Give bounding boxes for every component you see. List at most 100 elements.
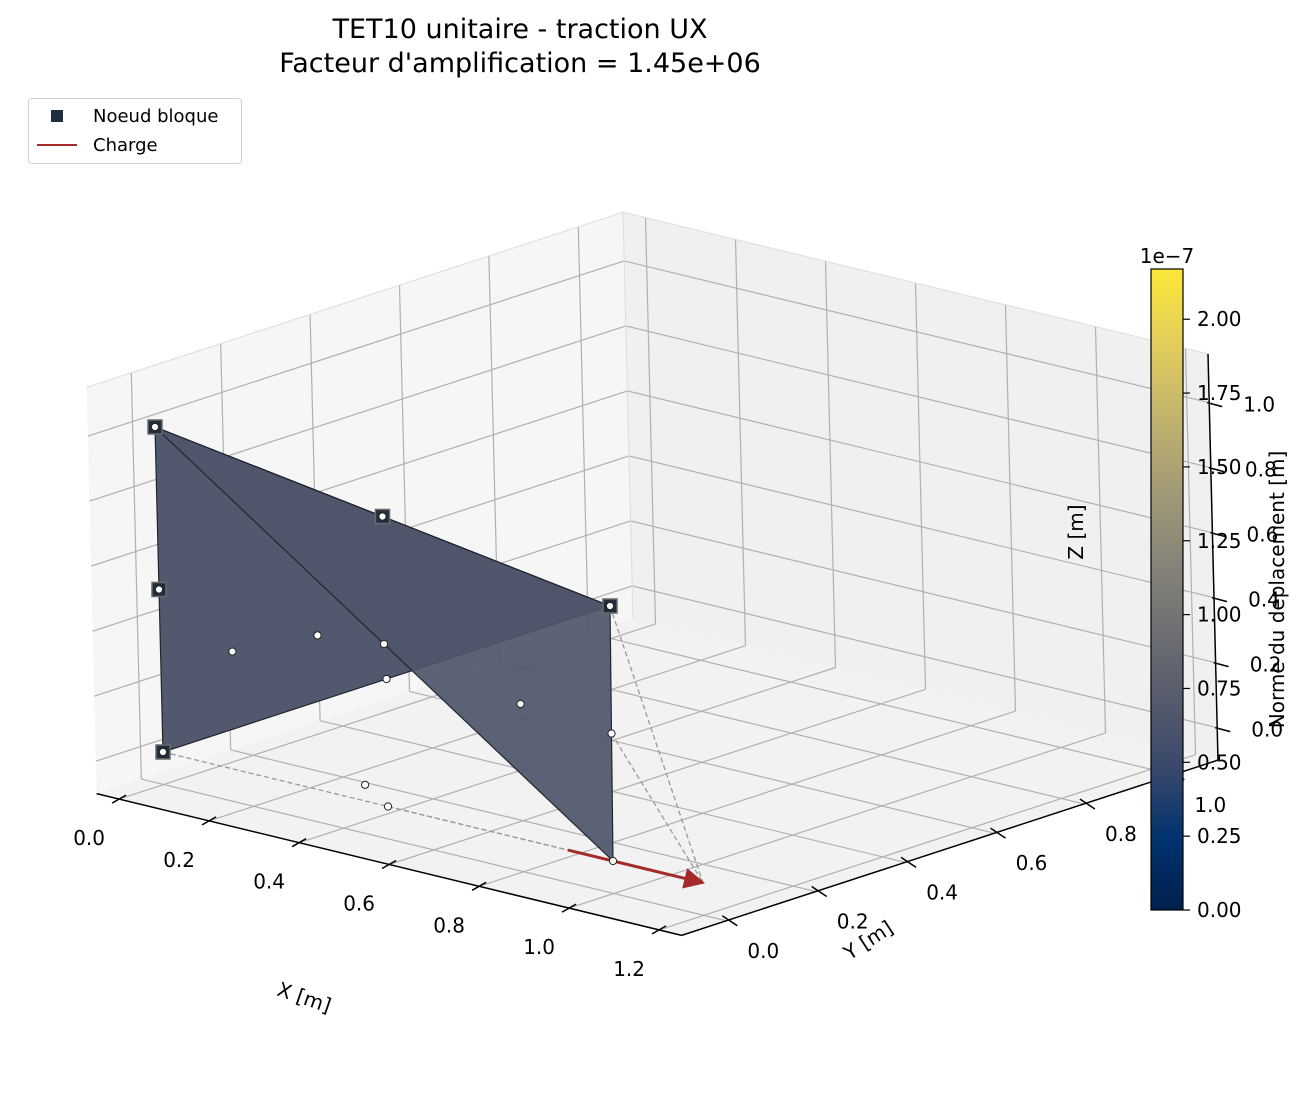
x-tick [561,903,577,913]
colorbar-tick-label: 0.25 [1197,824,1242,848]
node-marker [378,512,387,521]
grid-z-back [630,520,1216,664]
y-tick-label: 0.0 [747,939,779,963]
x-axis-label: X [m] [274,977,334,1018]
x-tick [651,925,667,935]
legend-label-blocked: Noeud bloque [93,105,219,127]
grid-x-back [644,217,657,624]
x-tick [111,794,127,804]
grid-y-floor [230,749,816,893]
deformed-edge [610,733,704,884]
y-tick [721,915,738,927]
node-marker [313,631,322,640]
z-tick-label: 0.6 [1246,523,1278,547]
y-tick-label: 1.0 [1194,793,1226,817]
x-tick-label: 0.8 [433,913,465,937]
node-marker [382,674,391,684]
z-tick-label: 0.0 [1251,718,1283,742]
deformed-edge [609,605,704,884]
z-tick [1213,661,1229,668]
chart-title: TET10 unitaire - traction UX [332,14,708,45]
node-marker [158,747,168,757]
node-marker [383,802,393,811]
colorbar-tick-label: 0.50 [1197,750,1242,774]
legend-square-marker [51,110,63,122]
colorbar-tick-label: 2.00 [1197,307,1242,331]
grid-y-floor [141,778,727,922]
pane-edge [622,212,634,619]
grid-x-floor [208,645,746,822]
colorbar-tick-label: 1.50 [1197,455,1242,479]
x-tick-label: 1.2 [613,957,645,981]
grid-x-back [734,239,747,646]
pane-edge [86,211,624,388]
grid-z-back [628,455,1215,599]
chart-subtitle: Facteur d'amplification = 1.45e+06 [279,48,761,79]
node-marker [608,856,618,866]
x-tick-label: 0.4 [253,870,285,894]
y-axis-line [681,759,1219,937]
x-tick [471,881,487,891]
x-tick [381,859,397,870]
z-tick-label: 0.2 [1250,653,1282,677]
x-tick [291,838,307,848]
y-tick [900,856,917,868]
load-arrow [567,848,706,889]
node-marker [154,585,164,594]
deformed-edge [387,805,704,884]
node-marker [605,601,615,611]
grid-z-back [625,325,1211,469]
grid-x-floor [568,732,1106,909]
colorbar-label: Norme du deplacement [m] [1265,451,1289,729]
z-tick [1208,466,1224,473]
grid-z-back [624,260,1210,404]
y-tick [1079,798,1096,810]
node-marker [150,422,160,432]
legend-item-blocked: Noeud bloque [29,103,239,129]
y-tick [811,885,828,898]
colorbar-gradient [1150,268,1184,911]
y-tick-label: 0.6 [1016,851,1048,875]
grid-x-back [824,261,837,668]
grid-z-back [627,390,1213,534]
z-axis-label: Z [m] [1064,504,1088,559]
colorbar: 0.00 0.25 0.50 0.75 1.00 1.25 1.50 1.75 2.00 1e−7… [1140,244,1289,922]
colorbar-tick-label: 1.00 [1197,603,1242,627]
z-tick-label: 0.8 [1245,458,1277,482]
legend-label-load: Charge [93,134,158,156]
colorbar-tick-label: 1.25 [1197,529,1242,553]
y-tick-label: 0.2 [837,910,869,934]
mesh-model [147,419,706,889]
z-tick [1210,531,1226,538]
z-axis-line [1207,353,1219,761]
grid-x-back [914,283,927,690]
x-tick [201,816,217,826]
grid-x-floor [658,754,1196,931]
x-tick-label: 0.0 [73,826,105,850]
x-tick-label: 1.0 [523,935,555,959]
node-marker [607,729,616,738]
y-tick-label: 0.4 [926,880,958,904]
z-tick [1215,726,1231,733]
y-tick [990,827,1006,839]
colorbar-tick-label: 0.75 [1197,676,1242,700]
z-tick-label: 0.4 [1248,588,1280,612]
grid-z-side [87,260,625,437]
node-marker [379,639,389,649]
z-tick [1211,596,1228,603]
grid-y-side [577,226,589,634]
x-tick-label: 0.2 [163,848,195,872]
deformed-edge [162,751,704,884]
node-marker [228,647,237,656]
z-tick [1207,401,1223,408]
grid-y-floor [588,632,1174,776]
legend-item-load: Charge [29,132,239,158]
grid-x-floor [388,688,926,866]
pane-edge [622,211,1209,355]
grid-x-floor [478,710,1016,887]
colorbar-multiplier: 1e−7 [1140,244,1195,268]
grid-z-back [632,585,1218,729]
legend: Noeud bloque Charge [28,98,242,164]
node-marker [516,699,525,709]
